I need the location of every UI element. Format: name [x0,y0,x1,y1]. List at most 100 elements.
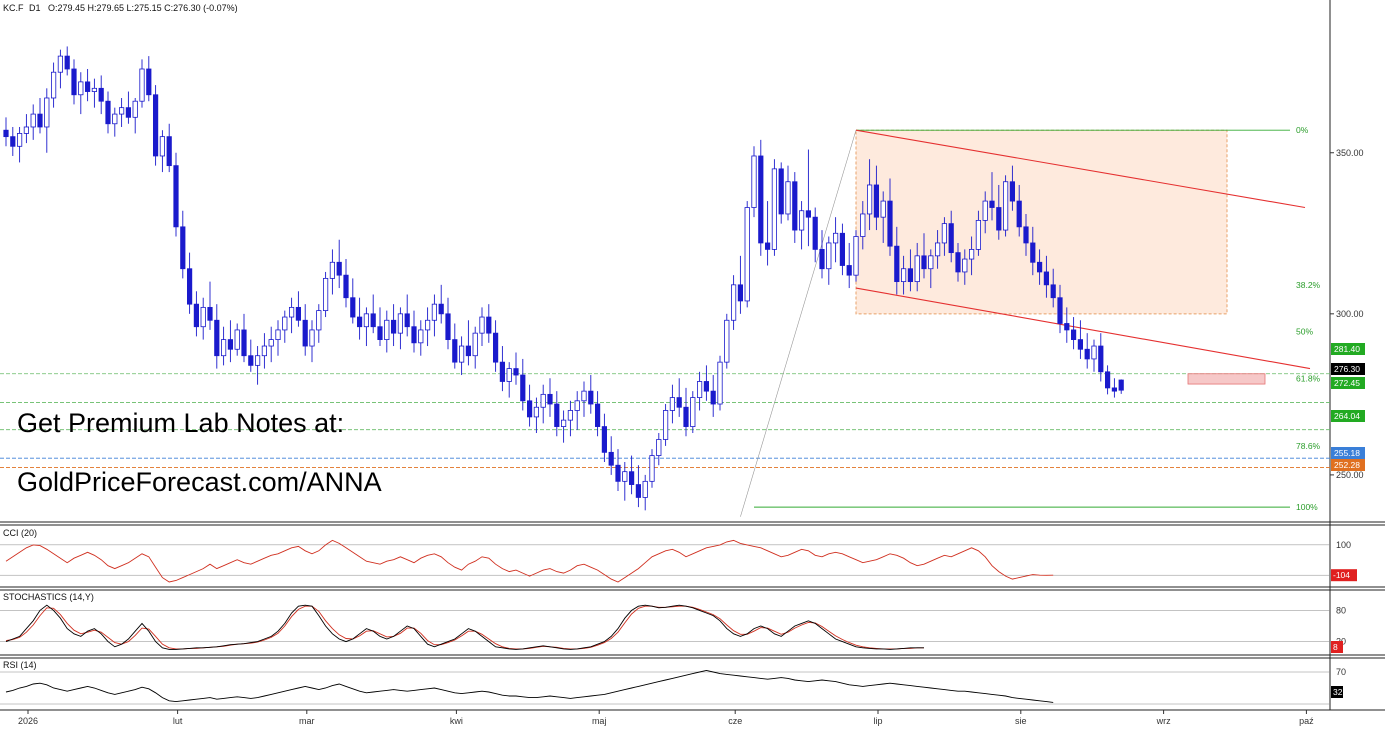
candle [887,178,893,256]
candle-body [173,165,179,228]
candle [717,355,723,411]
candle-body [724,319,730,363]
candle [955,242,961,282]
candle [758,139,764,256]
fib-label-3: 61.8% [1296,373,1321,383]
candle-body [1111,387,1117,392]
candle [812,207,818,263]
candle-body [1043,271,1049,286]
candle [520,358,526,411]
candle [85,68,91,102]
candle-body [1077,339,1083,350]
candle-body [295,306,302,321]
candle-body [363,313,370,328]
candle-body [254,355,261,366]
candle [125,91,131,124]
candle [785,165,791,221]
candle [411,310,417,353]
candle-body [812,216,818,250]
candle [703,365,710,401]
price-badges: 281.40 276.30 272.45 264.04 255.18 252.28 [1331,343,1365,471]
time-axis-label: kwi [450,716,463,726]
candle-body [268,339,274,347]
candle-body [309,329,315,347]
candle [1003,175,1009,237]
stoch-title: STOCHASTICS (14,Y) [3,592,94,602]
candle-body [656,439,662,456]
candle [112,107,118,137]
candle [533,397,540,434]
candle-body [785,181,791,215]
candle-body [635,484,642,498]
candle-body [350,297,356,318]
candle-body [697,381,703,398]
candle-body [690,397,696,427]
candle [438,284,444,324]
candle-body [465,345,472,357]
candle [343,259,349,308]
candle-body [574,400,580,411]
candle [731,275,737,330]
candle [996,184,1002,240]
candle [16,126,23,163]
candle-body [771,168,778,250]
candle [771,159,778,256]
candle-body [166,136,172,167]
fib-label-0: 0% [1296,125,1309,135]
candle [139,59,145,108]
candle [132,97,138,134]
time-axis-label: maj [592,716,607,726]
rsi-tick-label: 70 [1336,667,1346,677]
candle-body [91,87,97,92]
candle [615,449,621,492]
candle [186,252,193,314]
candle [805,149,812,247]
candle [37,97,43,134]
candle-body [860,213,866,237]
candle [159,130,165,173]
candle [744,201,750,308]
candle-body [581,390,587,402]
price-badge-bg-4 [1331,447,1365,459]
candle [826,236,832,285]
candle [329,249,336,295]
candle-body [703,381,710,392]
candle [799,201,805,250]
candle-body [561,419,567,427]
candle-body [248,355,254,366]
candle-body [955,252,961,273]
candle [241,313,247,363]
candle-body [506,368,512,382]
candle-body [941,223,948,244]
candle [567,400,574,437]
candle [595,391,601,437]
candle [867,159,873,231]
candle [860,201,866,250]
candle [1077,320,1083,359]
promo-line-2[interactable]: GoldPriceForecast.com/ANNA [17,467,382,497]
candle-body [186,268,193,305]
candle-body [826,242,832,270]
candle-body [744,207,750,302]
candle-body [737,284,744,302]
candle-body [629,471,635,485]
price-axis-tick-label: 300.00 [1336,309,1364,319]
candle [1009,165,1016,211]
candle [254,346,261,385]
candle-body [336,261,342,276]
candle [1118,379,1124,394]
consolidation-box [855,129,1228,315]
candle [839,223,846,276]
candle [907,249,914,292]
candle-body [1037,261,1043,273]
candle-body [105,100,111,125]
candle-body [180,226,186,270]
cci-title: CCI (20) [3,528,37,538]
candle-body [717,361,723,405]
candle [424,307,431,347]
candle [1105,365,1111,395]
candle-body [1003,181,1009,231]
candle-body [1016,200,1022,228]
candle-body [98,87,104,102]
